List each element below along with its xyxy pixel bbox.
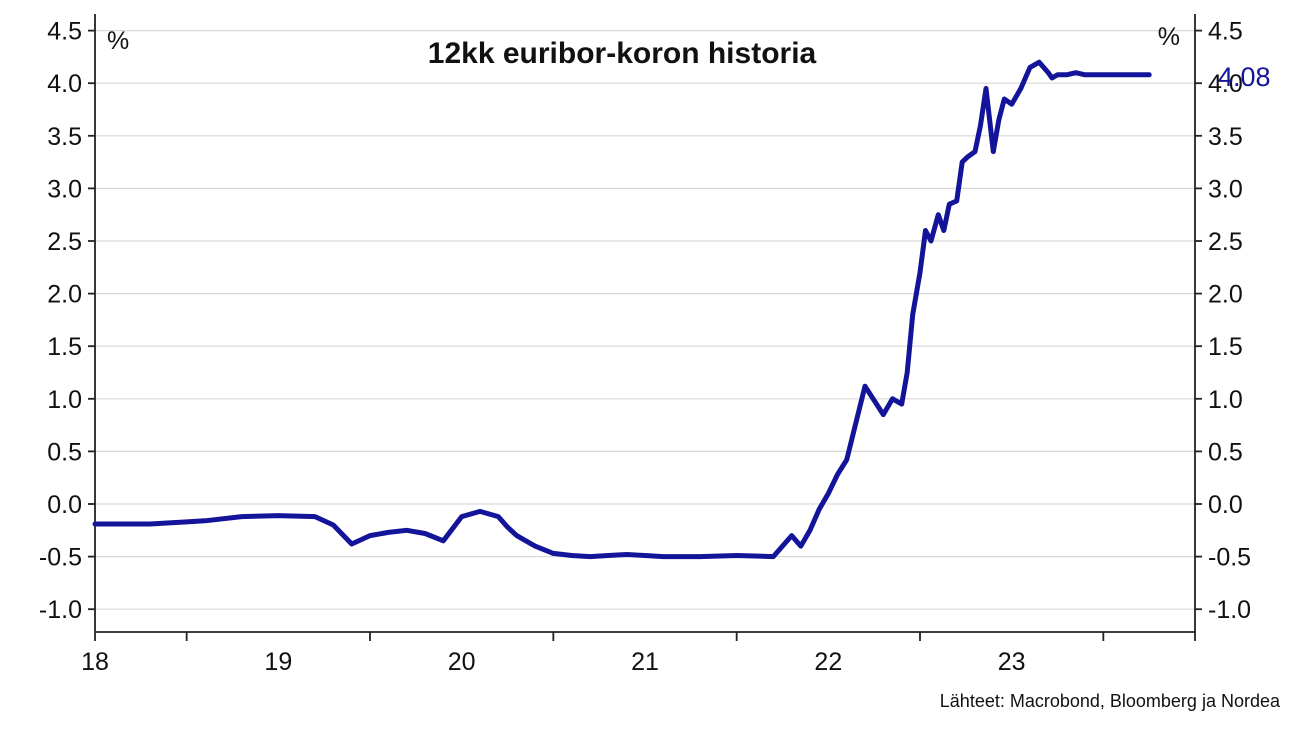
source-note: Lähteet: Macrobond, Bloomberg ja Nordea	[940, 691, 1281, 711]
y-tick-label-left: 0.5	[47, 438, 82, 466]
grid-lines	[95, 30, 1195, 610]
y-tick-label-right: 4.5	[1208, 18, 1243, 46]
x-axis-ticks: 18 19 20 21 22 23	[81, 632, 1196, 676]
y-tick-label-right: 4.0	[1208, 70, 1243, 98]
series-layer	[92, 59, 1152, 560]
y-tick-label-left: 3.5	[47, 123, 82, 151]
y-tick-label-left: 2.5	[47, 228, 82, 256]
last-value-label: 4.08	[1218, 62, 1271, 92]
y-tick-label-left: 2.0	[47, 281, 82, 309]
y-tick-label-right: 1.0	[1208, 386, 1243, 414]
y-tick-label-right: 0.0	[1208, 491, 1243, 519]
y-tick-label-right: 2.5	[1208, 228, 1243, 256]
euribor-series-line	[92, 59, 1152, 560]
x-tick-label: 23	[998, 648, 1026, 676]
right-y-tick-labels: -1.0 -0.5 0.0 0.5 1.0 1.5 2.0 2.5 3.0 3.5 4.0 4.5	[1195, 18, 1251, 624]
y-tick-label-right: -0.5	[1208, 544, 1251, 572]
left-y-tick-labels: -1.0 -0.5 0.0 0.5 1.0 1.5 2.0 2.5 3.0 3.5 4.0 4.5	[39, 18, 95, 624]
right-unit-label: %	[1158, 23, 1180, 51]
x-tick-label: 19	[264, 648, 292, 676]
y-tick-label-left: 1.0	[47, 386, 82, 414]
left-unit-label: %	[107, 27, 129, 55]
x-tick-label: 18	[81, 648, 109, 676]
x-tick-label: 21	[631, 648, 659, 676]
y-tick-label-right: 1.5	[1208, 333, 1243, 361]
x-tick-label: 20	[448, 648, 476, 676]
y-tick-label-left: 4.0	[47, 70, 82, 98]
y-tick-label-right: 3.5	[1208, 123, 1243, 151]
x-tick-label: 22	[814, 648, 842, 676]
y-tick-label-left: 1.5	[47, 333, 82, 361]
y-tick-label-right: 3.0	[1208, 175, 1243, 203]
y-tick-label-left: 0.0	[47, 491, 82, 519]
y-tick-label-right: 2.0	[1208, 281, 1243, 309]
y-tick-label-left: 4.5	[47, 18, 82, 46]
y-tick-label-right: 0.5	[1208, 438, 1243, 466]
y-tick-label-left: -1.0	[39, 596, 82, 624]
y-tick-label-left: 3.0	[47, 175, 82, 203]
chart-title: 12kk euribor-koron historia	[428, 37, 817, 70]
y-tick-label-right: -1.0	[1208, 596, 1251, 624]
y-tick-label-left: -0.5	[39, 544, 82, 572]
